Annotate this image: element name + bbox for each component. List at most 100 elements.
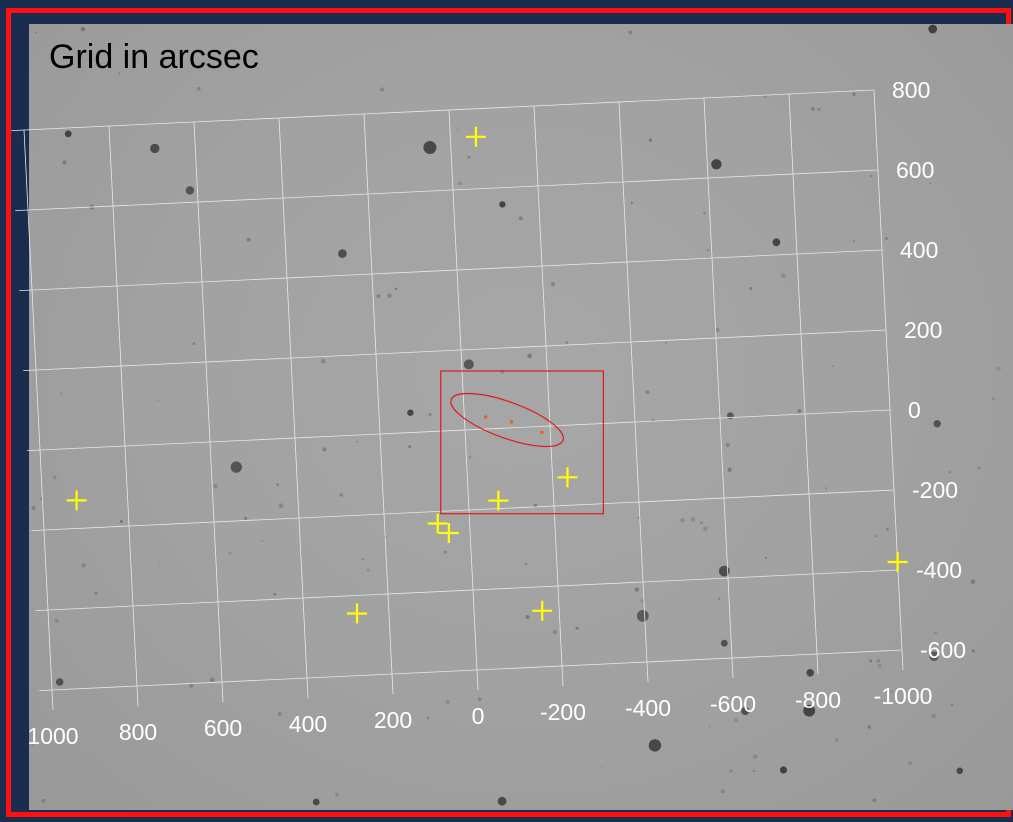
source-point xyxy=(483,415,488,419)
star xyxy=(192,342,196,345)
star xyxy=(874,534,878,538)
x-tick-label: 0 xyxy=(472,703,485,729)
star xyxy=(62,160,67,165)
star-field xyxy=(30,24,1001,806)
star xyxy=(41,799,46,803)
star xyxy=(565,341,569,344)
star xyxy=(463,359,474,370)
cross-marker xyxy=(532,600,553,621)
grid-line-y xyxy=(39,649,903,691)
star xyxy=(525,615,530,620)
grid-line-x xyxy=(278,117,309,699)
star xyxy=(628,30,633,35)
star xyxy=(817,107,821,111)
star xyxy=(376,294,381,298)
star xyxy=(929,182,932,185)
star xyxy=(312,798,320,806)
star xyxy=(852,92,856,96)
star xyxy=(781,273,786,278)
y-tick-label: -400 xyxy=(916,557,962,583)
star xyxy=(407,409,414,416)
star xyxy=(478,697,482,702)
star xyxy=(118,72,121,75)
x-tick-label: 800 xyxy=(119,719,157,745)
star xyxy=(806,669,814,677)
y-tick-label: 200 xyxy=(904,317,942,343)
star xyxy=(870,175,873,177)
star xyxy=(905,119,908,121)
grid-line-x xyxy=(533,105,564,687)
cross-marker xyxy=(427,513,448,534)
x-tick-label: -200 xyxy=(540,699,586,725)
grid-line-y xyxy=(19,249,883,291)
star xyxy=(908,761,913,766)
x-tick-label: 400 xyxy=(289,711,327,737)
star xyxy=(725,442,730,448)
star xyxy=(680,518,685,523)
star xyxy=(703,526,708,532)
star xyxy=(322,447,327,452)
star xyxy=(53,475,57,480)
star xyxy=(869,659,873,663)
star xyxy=(443,550,447,554)
star xyxy=(552,630,557,635)
region-overlay xyxy=(440,370,604,515)
star xyxy=(54,618,59,623)
source-point xyxy=(509,420,514,424)
star xyxy=(426,716,430,720)
star xyxy=(956,767,964,775)
star xyxy=(518,216,523,221)
cross-marker xyxy=(66,490,87,511)
star xyxy=(718,597,720,600)
star xyxy=(645,390,650,395)
star xyxy=(277,711,282,716)
grid-line-y xyxy=(15,169,879,211)
star xyxy=(278,503,284,509)
star xyxy=(970,579,976,584)
star xyxy=(772,238,781,247)
grid-line-x xyxy=(703,97,734,679)
star xyxy=(185,186,195,195)
cross-marker xyxy=(438,523,459,543)
star xyxy=(928,24,938,34)
star xyxy=(551,282,555,287)
star xyxy=(458,181,462,185)
y-tick-label: 600 xyxy=(896,157,934,183)
star xyxy=(157,399,159,402)
star xyxy=(361,558,364,561)
star xyxy=(950,703,954,706)
star xyxy=(31,505,36,510)
star xyxy=(720,789,725,794)
grid-line-x xyxy=(108,125,139,707)
star xyxy=(734,718,739,723)
cross-marker xyxy=(557,467,578,488)
star xyxy=(527,353,532,359)
grid-line-y xyxy=(31,489,895,531)
star xyxy=(497,796,507,806)
y-tick-label: 400 xyxy=(900,237,938,263)
y-tick-label: -200 xyxy=(912,477,958,503)
star xyxy=(934,631,938,635)
page-title: Grid in arcsec xyxy=(49,38,259,76)
grid-line-x xyxy=(193,121,224,703)
star xyxy=(575,626,579,630)
star xyxy=(246,237,251,242)
cross-marker xyxy=(347,603,368,624)
star xyxy=(209,677,215,683)
star xyxy=(648,138,653,142)
cross-marker xyxy=(488,490,509,511)
star xyxy=(339,493,344,497)
grid-line-x xyxy=(23,129,54,711)
x-tick-label: -800 xyxy=(795,687,841,713)
grid-line-y xyxy=(23,329,887,371)
star xyxy=(764,556,767,559)
star xyxy=(779,766,788,774)
star xyxy=(929,651,939,661)
y-tick-label: -600 xyxy=(920,637,966,663)
star xyxy=(356,440,359,443)
source-point xyxy=(540,430,544,435)
star xyxy=(718,565,730,577)
star xyxy=(711,159,722,170)
star xyxy=(885,237,888,240)
